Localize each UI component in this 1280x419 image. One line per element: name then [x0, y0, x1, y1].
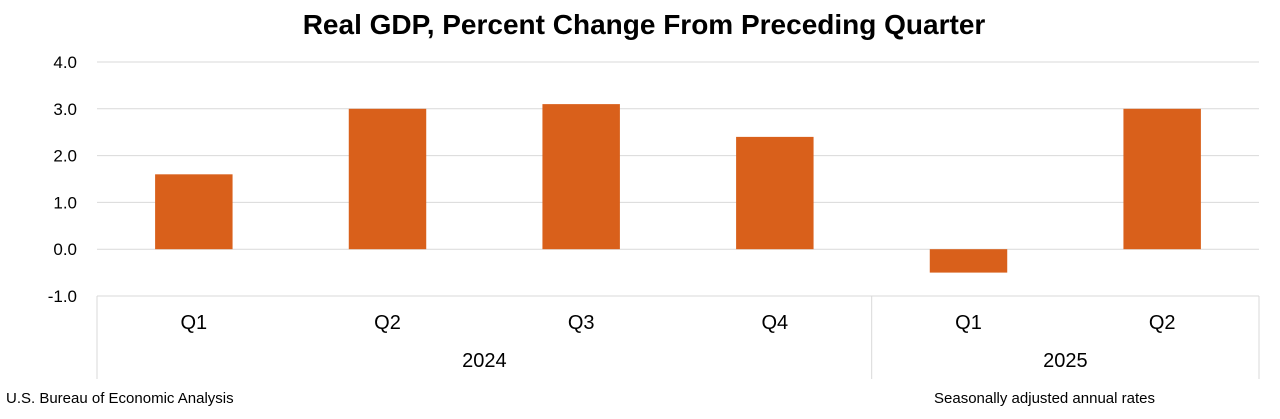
x-tick-label: Q1 — [955, 312, 982, 334]
gridlines — [97, 61, 1259, 297]
bar-4 — [736, 136, 814, 250]
x-group-label: 2025 — [1043, 350, 1088, 372]
y-axis-ticks: -1.0 0.0 1.0 2.0 3.0 4.0 — [48, 53, 77, 306]
y-tick-label: -1.0 — [48, 287, 77, 306]
y-tick-label: 4.0 — [53, 53, 77, 72]
bar-2 — [348, 108, 427, 250]
x-tick-label: Q2 — [374, 312, 401, 334]
bars — [155, 104, 1201, 273]
rates-note: Seasonally adjusted annual rates — [934, 390, 1155, 407]
bar-3 — [542, 104, 620, 250]
source-note: U.S. Bureau of Economic Analysis — [6, 390, 234, 407]
y-tick-label: 3.0 — [53, 100, 77, 119]
y-tick-label: 0.0 — [53, 240, 77, 259]
x-group-label: 2024 — [462, 350, 507, 372]
x-tick-label: Q2 — [1149, 312, 1176, 334]
x-tick-label: Q4 — [761, 312, 788, 334]
gdp-bar-chart: Real GDP, Percent Change From Preceding … — [48, 9, 1260, 379]
x-tick-label: Q1 — [180, 312, 207, 334]
y-tick-label: 2.0 — [53, 147, 77, 166]
chart-title: Real GDP, Percent Change From Preceding … — [303, 9, 986, 40]
bar-6 — [1123, 108, 1201, 250]
x-tick-label: Q3 — [568, 312, 595, 334]
y-tick-label: 1.0 — [53, 193, 77, 212]
bar-5 — [929, 249, 1008, 273]
x-axis: Q1 Q2 Q3 Q4 Q1 Q2 2024 2025 — [96, 296, 1260, 379]
bar-1 — [155, 174, 233, 250]
